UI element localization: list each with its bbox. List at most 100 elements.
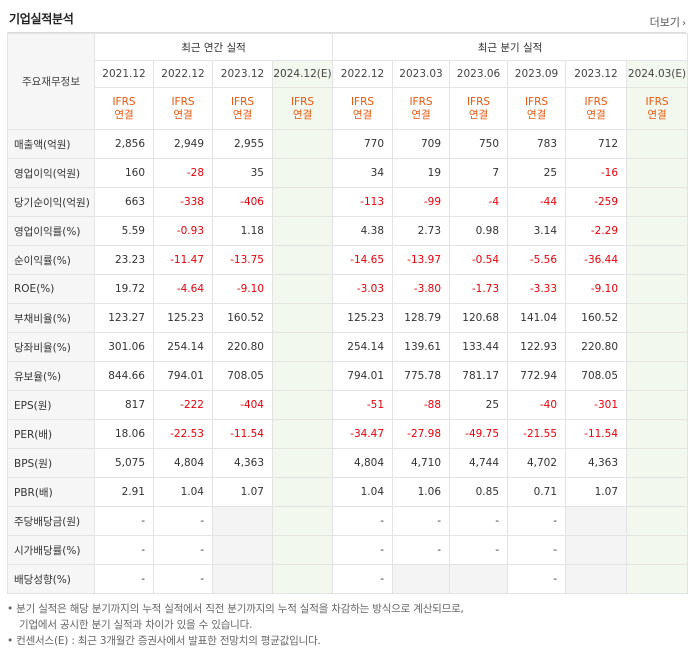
value-cell: -0.93 xyxy=(153,216,213,246)
table-row: 시가배당률(%) - - - - - - xyxy=(7,535,689,565)
value-cell xyxy=(626,332,689,362)
value-cell: - xyxy=(94,535,154,565)
value-cell xyxy=(626,390,689,420)
value-cell: 301.06 xyxy=(94,332,154,362)
ifrs-standard: IFRS xyxy=(171,95,195,108)
value-cell xyxy=(626,564,689,594)
value-cell: 1.06 xyxy=(392,477,451,507)
value-cell: -5.56 xyxy=(507,245,567,275)
value-cell xyxy=(626,535,689,565)
value-cell xyxy=(626,477,689,507)
ifrs-standard: IFRS xyxy=(524,95,549,108)
value-cell: - xyxy=(332,564,394,594)
value-cell: 3.14 xyxy=(507,216,567,246)
value-cell: 2,955 xyxy=(212,129,273,159)
period-header: 2024.03(E) xyxy=(626,60,689,88)
metric-label: 영업이익률(%) xyxy=(7,216,95,246)
value-cell: 712 xyxy=(565,129,628,159)
footnote-3: • 컨센서스(E) : 최근 3개월간 증권사에서 발표한 전망치의 평균값입니… xyxy=(7,635,321,647)
value-cell: 663 xyxy=(94,187,154,217)
quarter-group-header: 최근 분기 실적 xyxy=(332,33,689,61)
value-cell: 1.04 xyxy=(153,477,213,507)
value-cell: - xyxy=(449,535,509,565)
value-cell: 2.73 xyxy=(392,216,451,246)
metric-label: PER(배) xyxy=(7,419,95,449)
value-cell: -40 xyxy=(507,390,567,420)
table-row: PER(배) 18.06 -22.53 -11.54 -34.47 -27.98 -49.7… xyxy=(7,419,689,449)
header-group-row: 주요재무정보 최근 연간 실적 최근 분기 실적 xyxy=(7,33,689,130)
value-cell: 25 xyxy=(507,158,567,188)
value-cell: -11.54 xyxy=(565,419,628,449)
value-cell xyxy=(626,216,689,246)
value-cell xyxy=(212,506,273,536)
ifrs-standard: IFRS xyxy=(290,95,315,108)
value-cell: 18.06 xyxy=(94,419,154,449)
annual-group-header: 최근 연간 실적 xyxy=(93,33,334,61)
value-cell: 122.93 xyxy=(507,332,567,362)
value-cell: 4,702 xyxy=(507,448,567,478)
value-cell: 7 xyxy=(449,158,509,188)
value-cell: -113 xyxy=(332,187,394,217)
value-cell xyxy=(626,158,689,188)
ifrs-label: IFRS 연결 xyxy=(392,87,451,130)
metric-label: 당기순이익(억원) xyxy=(7,187,95,217)
value-cell: 160.52 xyxy=(565,303,628,333)
period-header: 2021.12 xyxy=(94,60,154,88)
value-cell xyxy=(626,245,689,275)
ifrs-label: IFRS 연결 xyxy=(626,87,689,130)
table-row: ROE(%) 19.72 -4.64 -9.10 -3.03 -3.80 -1.73 -3.3… xyxy=(7,274,689,304)
value-cell: 19 xyxy=(392,158,451,188)
table-row: 당좌비율(%) 301.06 254.14 220.80 254.14 139.61 133… xyxy=(7,332,689,362)
ifrs-row: IFRS 연결 IFRS 연결 IFRS 연결 IFRS 연결 IFRS 연결 IFRS 연결 IFRS… xyxy=(8,87,689,130)
period-header: 2023.12 xyxy=(212,60,273,88)
value-cell xyxy=(271,419,334,449)
value-cell xyxy=(626,506,689,536)
more-link[interactable]: 더보기 › xyxy=(650,14,686,30)
ifrs-consolidated: 연결 xyxy=(114,108,134,121)
value-cell: 2,856 xyxy=(94,129,154,159)
metric-label: 유보율(%) xyxy=(7,361,95,391)
value-cell: - xyxy=(153,506,213,536)
value-cell: - xyxy=(332,535,394,565)
ifrs-consolidated: 연결 xyxy=(586,108,606,121)
value-cell: -406 xyxy=(212,187,273,217)
metric-label: 배당성향(%) xyxy=(7,564,95,594)
value-cell: - xyxy=(507,535,567,565)
value-cell: 254.14 xyxy=(332,332,394,362)
value-cell: -9.10 xyxy=(565,274,628,304)
title-divider xyxy=(7,32,686,33)
ifrs-standard: IFRS xyxy=(230,95,255,108)
period-header: 2023.09 xyxy=(507,60,567,88)
value-cell: 123.27 xyxy=(94,303,154,333)
metric-label: BPS(원) xyxy=(7,448,95,478)
value-cell: 4,804 xyxy=(153,448,213,478)
value-cell: -36.44 xyxy=(565,245,628,275)
value-cell: 0.71 xyxy=(507,477,567,507)
value-cell: 141.04 xyxy=(507,303,567,333)
value-cell: 5.59 xyxy=(94,216,154,246)
value-cell: -51 xyxy=(332,390,394,420)
ifrs-consolidated: 연결 xyxy=(232,108,253,121)
value-cell: 128.79 xyxy=(392,303,451,333)
value-cell: 794.01 xyxy=(332,361,394,391)
value-cell xyxy=(271,564,334,594)
ifrs-standard: IFRS xyxy=(466,95,491,108)
value-cell: -2.29 xyxy=(565,216,628,246)
ifrs-consolidated: 연결 xyxy=(526,108,547,121)
value-cell: -44 xyxy=(507,187,567,217)
value-cell: -338 xyxy=(153,187,213,217)
ifrs-label: IFRS 연결 xyxy=(94,87,154,130)
value-cell: 1.07 xyxy=(212,477,273,507)
ifrs-consolidated: 연결 xyxy=(292,108,313,121)
value-cell: 5,075 xyxy=(94,448,154,478)
value-cell: 23.23 xyxy=(94,245,154,275)
ifrs-label: IFRS 연결 xyxy=(507,87,567,130)
footnotes: • 분기 실적은 해당 분기까지의 누적 실적에서 직전 분기까지의 누적 실적… xyxy=(7,601,464,649)
value-cell: -14.65 xyxy=(332,245,394,275)
ifrs-standard: IFRS xyxy=(350,95,375,108)
metric-label: 주당배당금(원) xyxy=(7,506,95,536)
table-row: PBR(배) 2.91 1.04 1.07 1.04 1.06 0.85 0.71 1.07 xyxy=(7,477,689,507)
value-cell: 0.98 xyxy=(449,216,509,246)
more-label: 더보기 xyxy=(649,16,680,29)
